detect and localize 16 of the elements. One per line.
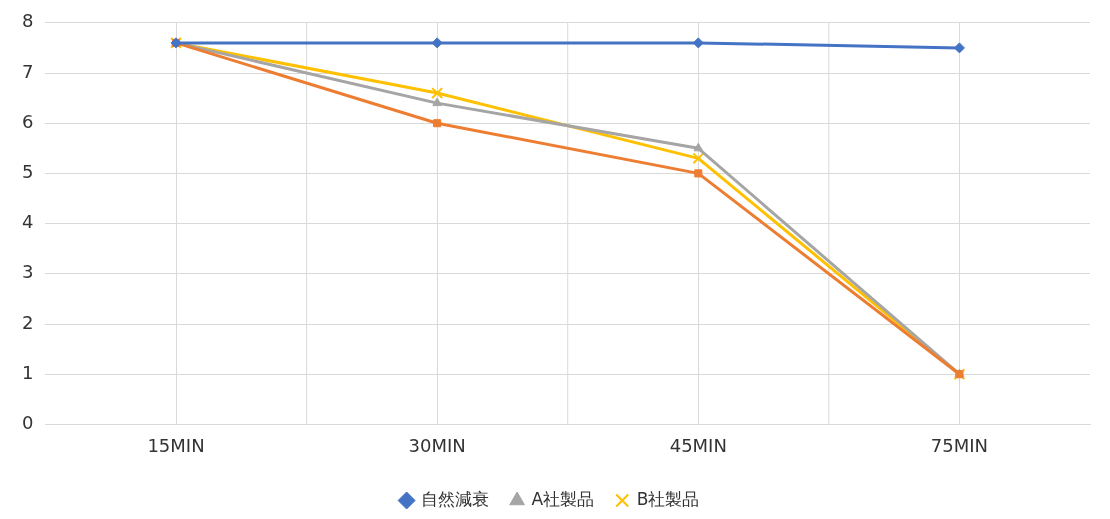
legend-label: A社製品 xyxy=(531,488,595,509)
x-tick-label: 30MIN xyxy=(408,434,466,456)
x-tick-label: 45MIN xyxy=(669,434,727,456)
y-tick-label: 8 xyxy=(22,10,34,32)
y-tick-label: 7 xyxy=(22,60,34,82)
x-tick-label: 15MIN xyxy=(147,434,205,456)
y-tick-label: 5 xyxy=(22,161,34,183)
y-tick-label: 6 xyxy=(22,110,34,132)
y-tick-label: 4 xyxy=(22,211,34,233)
legend-label: B社製品 xyxy=(636,488,700,509)
y-tick-label: 2 xyxy=(22,311,34,333)
y-tick-label: 0 xyxy=(22,412,34,434)
y-tick-label: 1 xyxy=(22,361,34,383)
legend-label: 自然減衰 xyxy=(421,488,490,509)
x-tick-label: 75MIN xyxy=(930,434,989,456)
y-tick-label: 3 xyxy=(22,261,34,283)
